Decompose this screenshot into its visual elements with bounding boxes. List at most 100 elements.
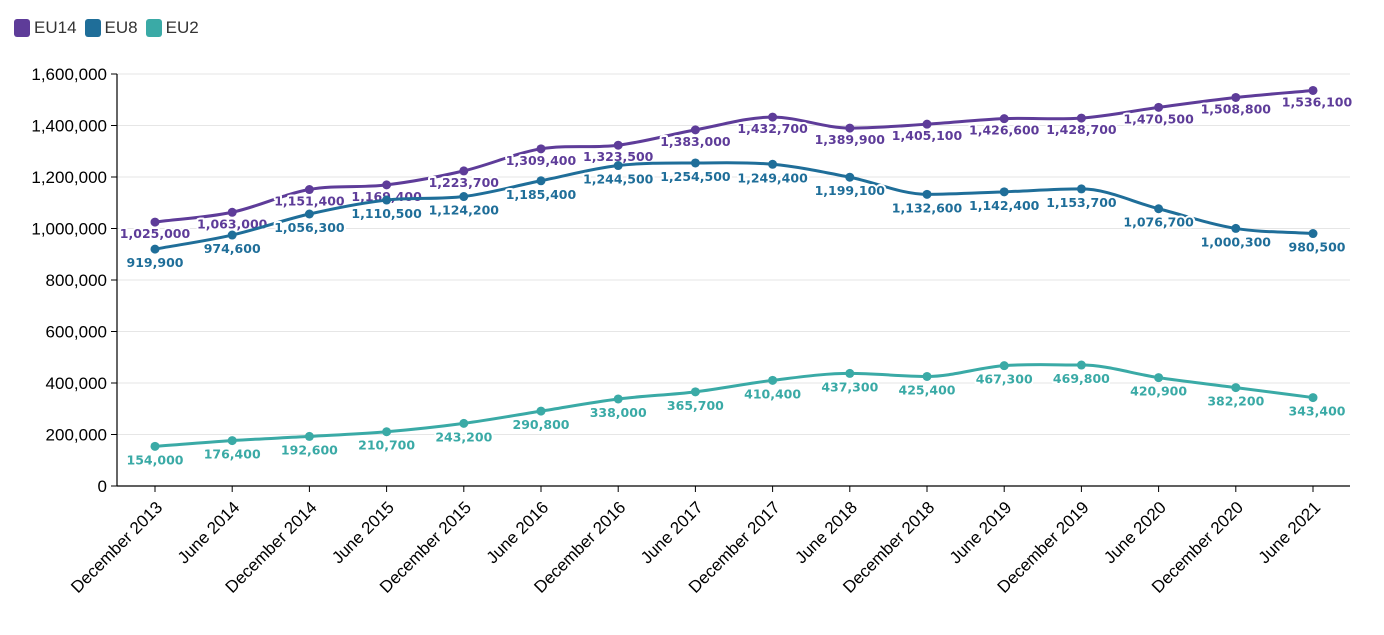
data-label-halo-eu8: 1,056,300 (274, 220, 345, 235)
data-label-halo-eu14: 1,405,100 (892, 128, 963, 143)
point-eu2 (150, 441, 160, 451)
point-eu8 (382, 195, 392, 205)
point-eu14 (1076, 113, 1086, 123)
point-eu2 (536, 406, 546, 416)
point-eu14 (459, 166, 469, 176)
data-label-eu8: 1,249,400 (737, 170, 808, 185)
point-eu2 (690, 387, 700, 397)
point-eu8 (922, 189, 932, 199)
y-tick-label: 200,000 (46, 426, 107, 445)
data-label-eu14: 1,432,700 (737, 121, 808, 136)
point-eu14 (382, 180, 392, 190)
data-label-eu2: 176,400 (204, 447, 261, 462)
data-label-eu14: 1,151,400 (274, 194, 345, 209)
data-label-halo-eu14: 1,223,700 (429, 175, 500, 190)
point-eu8 (536, 176, 546, 186)
data-label-halo-eu8: 1,249,400 (737, 170, 808, 185)
x-tick-label: June 2017 (637, 498, 707, 568)
data-label-eu8: 1,142,400 (969, 198, 1040, 213)
x-tick-label: June 2021 (1255, 498, 1325, 568)
point-eu8 (690, 158, 700, 168)
y-tick-label: 600,000 (46, 323, 107, 342)
point-eu8 (1231, 223, 1241, 233)
data-label-halo-eu2: 365,700 (667, 398, 724, 413)
point-eu2 (845, 368, 855, 378)
data-label-eu14: 1,536,100 (1282, 94, 1353, 109)
data-label-halo-eu8: 1,110,500 (351, 206, 422, 221)
x-tick-label: June 2016 (483, 498, 553, 568)
data-label-eu8: 1,185,400 (506, 187, 577, 202)
series-line-eu8 (154, 161, 1314, 251)
point-eu8 (150, 244, 160, 254)
data-label-eu2: 290,800 (513, 417, 570, 432)
data-label-halo-eu8: 974,600 (204, 241, 261, 256)
data-label-eu8: 974,600 (204, 241, 261, 256)
data-label-eu14: 1,025,000 (120, 226, 191, 241)
data-label-halo-eu8: 1,244,500 (583, 172, 654, 187)
data-label-halo-eu2: 420,900 (1130, 384, 1187, 399)
point-eu2 (922, 371, 932, 381)
data-label-eu8: 919,900 (127, 255, 184, 270)
point-eu14 (768, 112, 778, 122)
point-eu8 (1308, 229, 1318, 239)
x-tick-label: June 2014 (174, 498, 244, 568)
data-label-halo-eu8: 1,142,400 (969, 198, 1040, 213)
data-label-eu2: 425,400 (899, 382, 956, 397)
data-label-halo-eu8: 1,132,600 (892, 200, 963, 215)
y-tick-label: 800,000 (46, 271, 107, 290)
data-label-halo-eu14: 1,063,000 (197, 216, 268, 231)
data-label-halo-eu2: 425,400 (899, 382, 956, 397)
data-label-eu14: 1,428,700 (1046, 122, 1117, 137)
legend-item-eu14[interactable]: EU14 (14, 18, 77, 38)
data-label-eu2: 243,200 (435, 429, 492, 444)
series-line-eu14 (154, 88, 1314, 224)
x-tick-label: December 2013 (67, 498, 166, 597)
data-label-eu8: 1,132,600 (892, 200, 963, 215)
data-label-halo-eu14: 1,536,100 (1282, 94, 1353, 109)
point-eu8 (613, 161, 623, 171)
y-tick-label: 1,200,000 (31, 168, 107, 187)
point-eu8 (304, 209, 314, 219)
y-tick-label: 0 (98, 477, 107, 496)
point-eu14 (304, 185, 314, 195)
y-tick-label: 400,000 (46, 374, 107, 393)
y-grid (117, 73, 1350, 435)
legend-item-eu2[interactable]: EU2 (145, 18, 199, 38)
point-eu8 (1076, 184, 1086, 194)
data-label-halo-eu8: 1,185,400 (506, 187, 577, 202)
data-label-halo-eu2: 154,000 (127, 452, 184, 467)
data-label-eu8: 1,076,700 (1123, 215, 1194, 230)
series-eu14: 1,025,0001,025,0001,063,0001,063,0001,15… (118, 85, 1354, 243)
point-eu14 (536, 144, 546, 154)
data-label-eu2: 469,800 (1053, 371, 1110, 386)
data-label-eu8: 1,110,500 (351, 206, 422, 221)
data-label-eu2: 338,000 (590, 405, 647, 420)
data-label-eu8: 980,500 (1289, 240, 1346, 255)
data-label-eu14: 1,223,700 (429, 175, 500, 190)
data-label-eu8: 1,244,500 (583, 172, 654, 187)
data-label-halo-eu2: 410,400 (744, 386, 801, 401)
data-label-halo-eu2: 338,000 (590, 405, 647, 420)
data-label-halo-eu14: 1,383,000 (660, 134, 731, 149)
legend-label-eu2: EU2 (165, 18, 199, 37)
point-eu8 (459, 192, 469, 202)
data-label-halo-eu14: 1,389,900 (815, 132, 886, 147)
legend-swatch-eu2 (145, 19, 162, 37)
point-eu14 (999, 114, 1009, 124)
point-eu2 (613, 394, 623, 404)
point-eu2 (1231, 383, 1241, 393)
point-eu2 (999, 361, 1009, 371)
data-label-halo-eu8: 1,000,300 (1201, 234, 1272, 249)
data-label-eu14: 1,405,100 (892, 128, 963, 143)
point-eu2 (227, 436, 237, 446)
data-label-halo-eu2: 437,300 (821, 379, 878, 394)
series-line-eu2 (154, 363, 1314, 448)
data-label-halo-eu8: 1,124,200 (429, 203, 500, 218)
data-label-halo-eu2: 469,800 (1053, 371, 1110, 386)
point-eu14 (845, 123, 855, 133)
legend-item-eu8[interactable]: EU8 (84, 18, 138, 38)
data-label-eu8: 1,056,300 (274, 220, 345, 235)
data-label-eu8: 1,124,200 (429, 203, 500, 218)
